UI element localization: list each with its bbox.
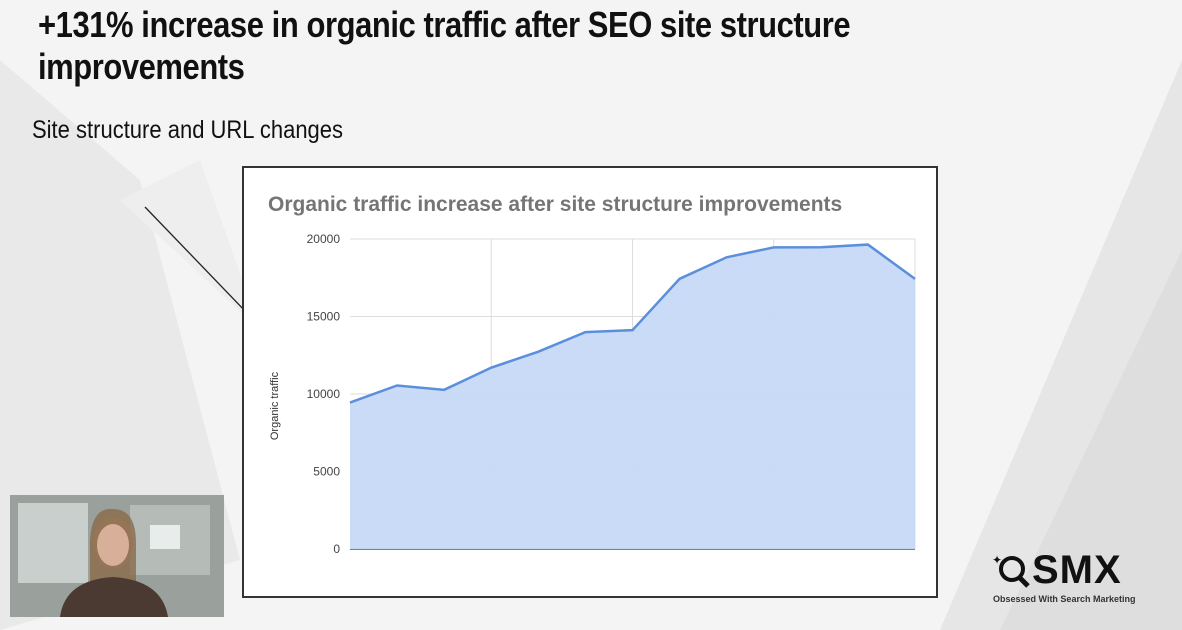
- logo-tagline: Obsessed With Search Marketing: [993, 594, 1136, 604]
- area-fill: [350, 244, 915, 549]
- y-tick-label: 10000: [307, 387, 341, 401]
- magnifier-icon: ✦: [992, 553, 1030, 588]
- webcam-feed: [10, 495, 224, 617]
- slide-title: +131% increase in organic traffic after …: [38, 4, 851, 87]
- chart-container: Organic traffic increase after site stru…: [242, 166, 938, 598]
- presenter-video: [10, 495, 224, 617]
- y-tick-label: 5000: [313, 465, 340, 479]
- y-axis-label: Organic traffic: [269, 371, 281, 440]
- y-tick-label: 20000: [307, 232, 341, 246]
- y-tick-label: 0: [333, 542, 340, 556]
- svg-text:✦: ✦: [992, 553, 1002, 567]
- smx-logo: ✦ SMX Obsessed With Search Marketing: [990, 548, 1165, 608]
- slide-subtitle: Site structure and URL changes: [32, 116, 344, 144]
- y-tick-label: 15000: [307, 310, 341, 324]
- area-chart: Organic traffic increase after site stru…: [268, 193, 916, 556]
- chart-title: Organic traffic increase after site stru…: [268, 193, 842, 216]
- logo-name: SMX: [1032, 548, 1122, 592]
